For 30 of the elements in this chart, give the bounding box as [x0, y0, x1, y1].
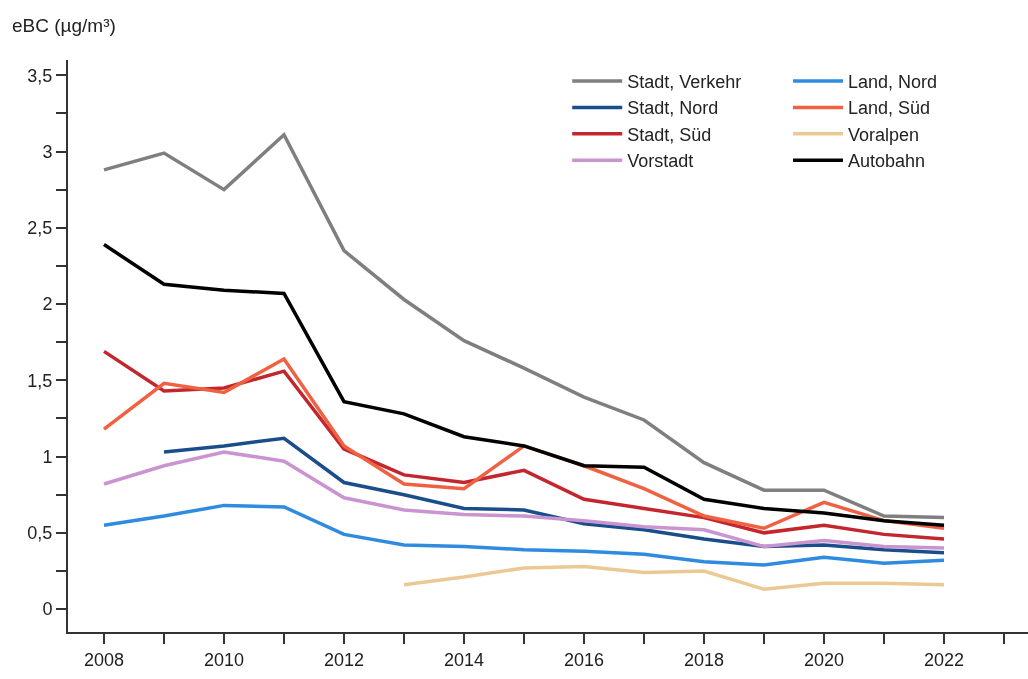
x-tick-label: 2014: [443, 649, 485, 670]
x-tick-label: 2010: [203, 649, 245, 670]
legend-label: Land, Nord: [848, 72, 938, 93]
legend-label: Voralpen: [848, 124, 920, 145]
y-tick-label: 0: [42, 599, 53, 620]
legend-label: Stadt, Nord: [627, 98, 719, 119]
y-tick-label: 3: [42, 141, 53, 162]
x-tick-label: 2008: [83, 649, 125, 670]
legend-label: Land, Süd: [848, 98, 931, 119]
x-tick-label: 2020: [803, 649, 845, 670]
legend-label: Autobahn: [848, 151, 926, 172]
y-tick-label: 3,5: [27, 65, 53, 86]
line-series: [402, 564, 946, 592]
y-tick-label: 0,5: [27, 523, 53, 544]
y-axis-title: eBC (µg/m³): [12, 15, 116, 36]
y-tick-label: 1: [42, 446, 53, 467]
x-tick-label: 2012: [323, 649, 365, 670]
y-tick-label: 2,5: [27, 218, 53, 239]
line-series: [102, 242, 946, 527]
x-tick-label: 2016: [563, 649, 605, 670]
legend-label: Stadt, Süd: [627, 124, 712, 145]
x-tick-label: 2022: [923, 649, 965, 670]
y-tick-label: 2: [42, 294, 53, 315]
line-series: [102, 450, 946, 550]
x-tick-label: 2018: [683, 649, 725, 670]
legend-label: Vorstadt: [627, 151, 694, 172]
y-tick-label: 1,5: [27, 370, 53, 391]
line-series: [162, 436, 946, 555]
line-series: [102, 503, 946, 567]
legend-label: Stadt, Verkehr: [627, 72, 742, 93]
